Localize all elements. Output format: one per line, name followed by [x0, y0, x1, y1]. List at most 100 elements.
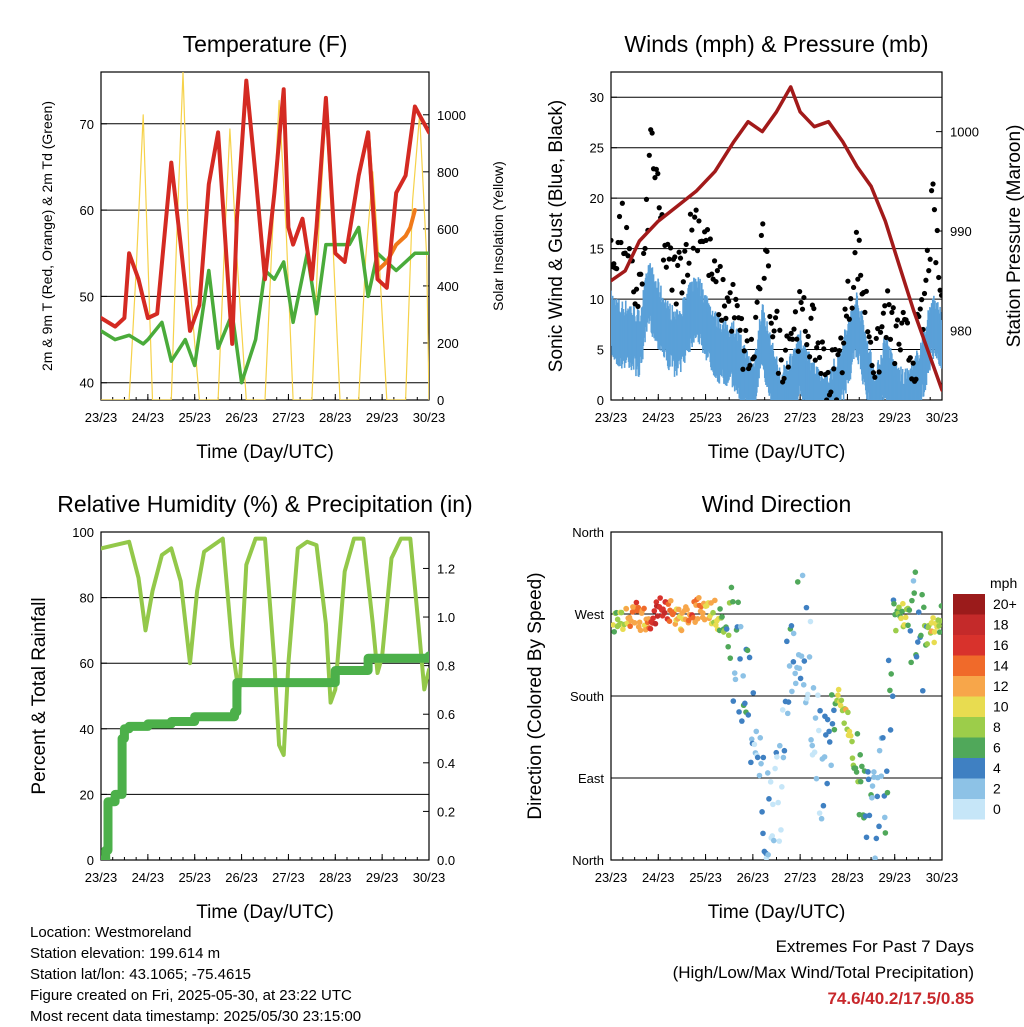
- gust-point: [747, 362, 753, 368]
- station-location: Location: Westmoreland: [30, 924, 192, 941]
- gust-point: [726, 298, 732, 304]
- direction-point: [767, 779, 774, 785]
- direction-point: [921, 604, 927, 611]
- direction-point: [633, 599, 640, 606]
- direction-point: [784, 710, 791, 717]
- direction-point: [878, 773, 885, 779]
- gust-point: [887, 336, 894, 342]
- legend-swatch-1: [953, 614, 985, 635]
- gust-point: [893, 323, 899, 329]
- x-tick-label-3-6: 29/23: [878, 870, 911, 885]
- gust-point: [807, 354, 813, 360]
- direction-point: [818, 815, 825, 822]
- gust-point: [869, 362, 875, 369]
- direction-point: [796, 665, 803, 672]
- legend-label-10: 0: [993, 801, 1001, 817]
- gust-point: [721, 303, 728, 309]
- gust-point: [934, 227, 940, 234]
- direction-points: [611, 569, 942, 860]
- direction-point: [865, 769, 871, 775]
- legend-swatch-9: [953, 778, 985, 799]
- y-tick-label-3-0: North: [572, 853, 604, 868]
- direction-point: [831, 726, 838, 733]
- gust-point: [907, 355, 913, 361]
- direction-point: [936, 623, 942, 629]
- gust-point: [652, 175, 658, 181]
- x-tick-label-2-4: 27/23: [272, 870, 305, 885]
- gust-point: [653, 166, 659, 173]
- y-right-tick-label-2-5: 1.0: [437, 610, 455, 625]
- gust-point: [866, 334, 872, 340]
- y-tick-label-0-3: 70: [80, 117, 94, 132]
- direction-point: [896, 604, 902, 611]
- direction-point: [736, 709, 742, 715]
- direction-point: [690, 614, 696, 621]
- gust-point: [816, 354, 823, 361]
- direction-point: [751, 741, 758, 748]
- direction-point: [846, 728, 853, 735]
- plot-frame-0: [100, 71, 430, 401]
- gust-point: [839, 370, 845, 376]
- direction-point: [657, 595, 663, 601]
- chart-title-0: Temperature (F): [183, 31, 348, 57]
- y-right-tick-label-0-2: 400: [437, 279, 459, 294]
- gust-point: [690, 245, 696, 251]
- direction-point: [871, 769, 877, 775]
- direction-point: [876, 747, 883, 754]
- gust-point: [751, 354, 757, 360]
- direction-point: [930, 615, 936, 621]
- direction-point: [808, 737, 814, 743]
- direction-point: [803, 604, 810, 611]
- direction-point: [821, 754, 828, 760]
- direction-point: [909, 597, 915, 604]
- gust-point: [880, 310, 886, 316]
- gust-point: [896, 341, 902, 347]
- gust-point: [771, 328, 777, 334]
- direction-point: [629, 609, 636, 615]
- direction-point: [823, 732, 829, 738]
- legend-label-9: 2: [993, 781, 1001, 797]
- direction-point: [872, 855, 878, 860]
- direction-point: [893, 627, 899, 634]
- gust-point: [899, 320, 905, 326]
- gust-point: [852, 250, 858, 256]
- direction-point: [820, 802, 827, 809]
- x-tick-label-0-4: 27/23: [272, 410, 305, 425]
- gust-point: [611, 261, 617, 267]
- gust-point: [904, 320, 911, 326]
- direction-point: [696, 594, 702, 601]
- direction-point: [911, 590, 918, 596]
- gust-point: [930, 181, 936, 187]
- relative-humidity-line: [101, 536, 429, 757]
- gust-point: [921, 290, 928, 297]
- direction-point: [730, 598, 736, 605]
- gust-point: [692, 214, 698, 220]
- wind-speed-band: [611, 263, 942, 400]
- direction-point: [885, 657, 892, 664]
- gust-point: [883, 334, 889, 341]
- gust-point: [815, 340, 821, 346]
- direction-point: [908, 659, 914, 666]
- gust-point: [842, 306, 848, 312]
- direction-point: [713, 622, 719, 628]
- x-tick-label-2-3: 26/23: [225, 870, 258, 885]
- gust-point: [897, 347, 903, 353]
- direction-point: [779, 784, 785, 790]
- x-tick-label-3-7: 30/23: [926, 870, 959, 885]
- gust-point: [774, 308, 780, 314]
- gust-point: [728, 328, 735, 334]
- direction-point: [915, 609, 922, 616]
- chart-title-1: Winds (mph) & Pressure (mb): [624, 31, 928, 57]
- direction-point: [759, 809, 765, 815]
- direction-point: [857, 778, 864, 785]
- legend-swatch-0: [953, 594, 985, 615]
- gust-point: [642, 245, 648, 252]
- direction-point: [815, 692, 821, 698]
- gust-point: [764, 248, 770, 255]
- y-right-tick-label-0-1: 200: [437, 336, 459, 351]
- direction-point: [742, 700, 748, 707]
- y-right-tick-label-1-0: 980: [950, 323, 972, 338]
- y-right-tick-label-1-1: 990: [950, 224, 972, 239]
- gust-point: [926, 268, 932, 274]
- y-tick-label-0-1: 50: [80, 289, 94, 304]
